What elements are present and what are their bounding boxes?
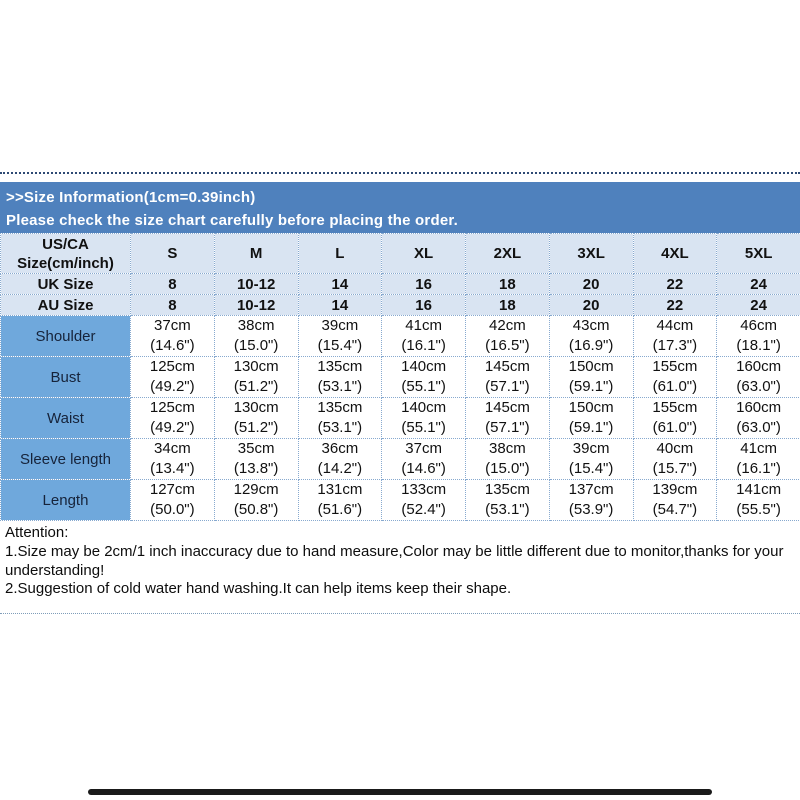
size-value-cell: 14	[297, 273, 383, 295]
measurement-value-cell: 131cm (51.6")	[297, 479, 383, 521]
attention-note-2: 2.Suggestion of cold water hand washing.…	[5, 580, 512, 598]
size-value-cell: 24	[716, 273, 800, 295]
size-row-label: UK Size	[0, 273, 131, 295]
size-value-cell: 18	[465, 294, 550, 316]
measurement-value-cell: 42cm (16.5")	[465, 315, 550, 357]
banner-subtitle: Please check the size chart carefully be…	[6, 212, 458, 229]
size-value-cell: 10-12	[213, 294, 299, 316]
size-value-cell: 8	[130, 294, 215, 316]
measurement-value-cell: 140cm (55.1")	[381, 397, 466, 439]
measurement-value-cell: 145cm (57.1")	[465, 356, 550, 398]
measurement-value-cell: 150cm (59.1")	[548, 356, 634, 398]
measurement-row-label: Waist	[0, 397, 131, 439]
corner-header-cell: US/CA Size(cm/inch)	[0, 233, 131, 274]
size-value-cell: 22	[632, 273, 718, 295]
measurement-value-cell: 129cm (50.8")	[213, 479, 299, 521]
size-value-cell: 22	[632, 294, 718, 316]
size-value-cell: 16	[381, 273, 466, 295]
size-value-cell: 10-12	[213, 273, 299, 295]
table-row: Sleeve length 34cm (13.4") 35cm (13.8") 36cm(…	[0, 438, 800, 480]
size-column-header: M	[213, 233, 299, 274]
measurement-value-cell: 137cm (53.9")	[548, 479, 634, 521]
measurement-value-cell: 38cm (15.0")	[213, 315, 299, 357]
size-column-header: 4XL	[632, 233, 718, 274]
size-value-cell: 16	[381, 294, 466, 316]
measurement-value-cell: 155cm (61.0")	[632, 356, 718, 398]
measurement-value-cell: 40cm (15.7")	[632, 438, 718, 480]
measurement-row-label: Shoulder	[0, 315, 131, 357]
size-value-cell: 24	[716, 294, 800, 316]
bottom-bar	[88, 789, 712, 795]
size-value-cell: 18	[465, 273, 550, 295]
measurement-value-cell: 139cm (54.7")	[632, 479, 718, 521]
measurement-value-cell: 44cm (17.3")	[632, 315, 718, 357]
size-column-header: 2XL	[465, 233, 550, 274]
measurement-value-cell: 160cm (63.0")	[716, 397, 800, 439]
measurement-value-cell: 155cm (61.0")	[632, 397, 718, 439]
measurement-value-cell: 125cm (49.2")	[130, 397, 215, 439]
measurement-value-cell: 37cm (14.6")	[130, 315, 215, 357]
attention-block: Attention: 1.Size may be 2cm/1 inch inac…	[5, 524, 795, 599]
measurement-value-cell: 37cm (14.6")	[381, 438, 466, 480]
size-column-header: XL	[381, 233, 466, 274]
measurement-value-cell: 41cm (16.1")	[381, 315, 466, 357]
measurement-value-cell: 130cm (51.2")	[213, 356, 299, 398]
size-value-cell: 20	[548, 294, 634, 316]
measurement-row-label: Bust	[0, 356, 131, 398]
bottom-dotted-divider	[0, 613, 800, 614]
measurement-value-cell: 39cm (15.4")	[548, 438, 634, 480]
measurement-value-cell: 130cm (51.2")	[213, 397, 299, 439]
table-row: US/CA Size(cm/inch) S M L XL 2XL 3XL 4XL 5XL	[0, 233, 800, 274]
measurement-value-cell: 141cm (55.5")	[716, 479, 800, 521]
measurement-value-cell: 34cm (13.4")	[130, 438, 215, 480]
size-row-label: AU Size	[0, 294, 131, 316]
measurement-value-cell: 36cm (14.2")	[297, 438, 383, 480]
measurement-value-cell: 125cm (49.2")	[130, 356, 215, 398]
size-table: US/CA Size(cm/inch) S M L XL 2XL 3XL 4XL 5XL UK Si…	[0, 233, 800, 521]
measurement-value-cell: 133cm (52.4")	[381, 479, 466, 521]
table-row: Waist 125cm (49.2") 130cm (51.2") 135cm (53.1"…	[0, 397, 800, 439]
table-row: UK Size 8 10-12 14 16 18 20 22 24	[0, 273, 800, 295]
measurement-value-cell: 38cm (15.0")	[465, 438, 550, 480]
measurement-value-cell: 135cm (53.1")	[297, 356, 383, 398]
size-info-banner: >>Size Information(1cm=0.39inch) Please …	[0, 182, 800, 233]
size-column-header: 3XL	[548, 233, 634, 274]
table-row: Shoulder 37cm (14.6") 38cm (15.0") 39cm (15.4"…	[0, 315, 800, 357]
top-dotted-divider	[0, 172, 800, 174]
attention-title: Attention:	[5, 524, 69, 541]
measurement-value-cell: 150cm (59.1")	[548, 397, 634, 439]
table-row: Length 127cm (50.0") 129cm (50.8") 131cm (51.6…	[0, 479, 800, 521]
table-row: AU Size 8 10-12 14 16 18 20 22 24	[0, 294, 800, 316]
measurement-value-cell: 160cm (63.0")	[716, 356, 800, 398]
measurement-value-cell: 41cm (16.1")	[716, 438, 800, 480]
measurement-value-cell: 35cm (13.8")	[213, 438, 299, 480]
table-row: Bust 125cm (49.2") 130cm (51.2") 135cm (53.1")…	[0, 356, 800, 398]
measurement-value-cell: 43cm (16.9")	[548, 315, 634, 357]
measurement-value-cell: 46cm (18.1")	[716, 315, 800, 357]
banner-title: >>Size Information(1cm=0.39inch)	[6, 189, 256, 206]
attention-note-1: 1.Size may be 2cm/1 inch inaccuracy due …	[5, 542, 784, 579]
measurement-value-cell: 39cm (15.4")	[297, 315, 383, 357]
size-column-header: S	[130, 233, 215, 274]
size-value-cell: 20	[548, 273, 634, 295]
measurement-value-cell: 140cm (55.1")	[381, 356, 466, 398]
measurement-value-cell: 135cm (53.1")	[465, 479, 550, 521]
size-column-header: L	[297, 233, 383, 274]
size-table-body: US/CA Size(cm/inch) S M L XL 2XL 3XL 4XL 5XL UK Si…	[0, 233, 800, 521]
measurement-value-cell: 127cm (50.0")	[130, 479, 215, 521]
measurement-value-cell: 145cm (57.1")	[465, 397, 550, 439]
size-value-cell: 14	[297, 294, 383, 316]
size-column-header: 5XL	[716, 233, 800, 274]
measurement-row-label: Sleeve length	[0, 438, 131, 480]
size-value-cell: 8	[130, 273, 215, 295]
measurement-row-label: Length	[0, 479, 131, 521]
measurement-value-cell: 135cm (53.1")	[297, 397, 383, 439]
